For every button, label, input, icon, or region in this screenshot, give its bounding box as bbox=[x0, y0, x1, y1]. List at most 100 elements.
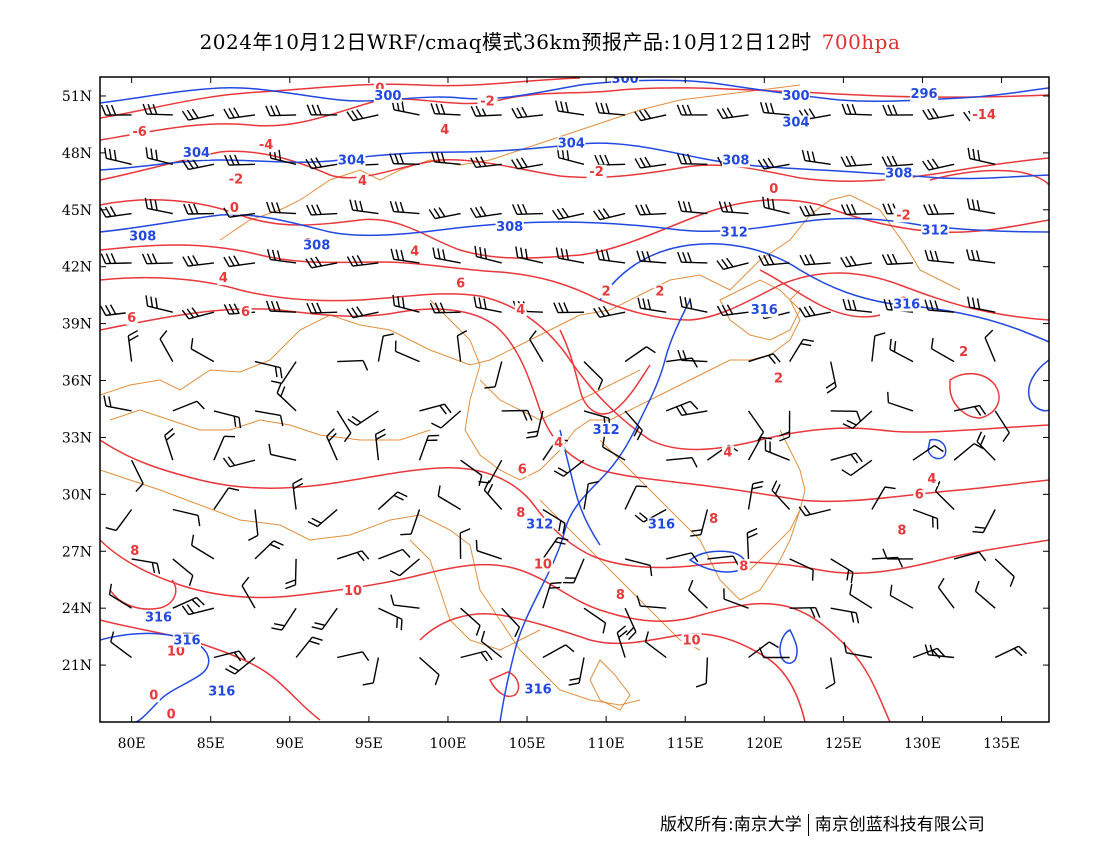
wind-barb bbox=[542, 644, 575, 659]
wind-barb bbox=[825, 657, 836, 690]
wind-barb bbox=[430, 151, 461, 165]
wind-barb bbox=[377, 333, 394, 362]
wind-barb bbox=[889, 338, 914, 363]
wind-barb bbox=[374, 428, 386, 461]
wind-barb bbox=[551, 207, 585, 220]
temperature-labels: 0-2-6-44-24-202446664220-14-202244646888… bbox=[125, 81, 999, 722]
wind-barb bbox=[953, 551, 987, 562]
height-label: 312 bbox=[721, 225, 748, 240]
wind-barb bbox=[378, 548, 411, 560]
height-label-bg bbox=[128, 229, 157, 244]
wind-barb bbox=[456, 329, 468, 362]
height-label: 316 bbox=[173, 633, 200, 648]
height-label-bg bbox=[611, 77, 640, 86]
temperature-label-bg bbox=[707, 511, 720, 526]
height-label: 300 bbox=[782, 89, 809, 104]
wind-barb bbox=[842, 410, 873, 430]
temperature-label-bg bbox=[256, 138, 277, 153]
wind-barb bbox=[265, 300, 297, 313]
wind-barb bbox=[271, 607, 297, 631]
wind-barb bbox=[311, 607, 338, 631]
wind-barb bbox=[172, 508, 201, 527]
wind-barb bbox=[470, 105, 502, 117]
wind-barb bbox=[437, 485, 461, 511]
height-labels: 300 300 300 296 304 304 304 304 308 308 308 308 308 3… bbox=[128, 77, 950, 700]
temperature-label-bg bbox=[532, 557, 553, 572]
wind-barb bbox=[840, 155, 872, 167]
temperature-label-bg bbox=[600, 284, 613, 299]
wind-barb bbox=[695, 657, 709, 688]
wind-barb bbox=[306, 104, 338, 116]
temperature-label: 10 bbox=[534, 557, 552, 572]
temperature-label: 8 bbox=[709, 512, 718, 527]
wind-barb bbox=[677, 251, 708, 264]
temperature-label: 8 bbox=[616, 588, 625, 603]
temperature-label: 0 bbox=[230, 201, 239, 216]
wind-barb bbox=[145, 295, 173, 313]
wind-barb bbox=[501, 409, 533, 421]
wind-barb bbox=[430, 103, 461, 116]
wind-barb bbox=[759, 102, 790, 116]
temperature-label: 0 bbox=[375, 81, 384, 96]
wind-barb bbox=[542, 581, 562, 609]
wind-barb bbox=[984, 329, 996, 362]
wind-barb bbox=[190, 338, 215, 363]
wind-barb bbox=[843, 642, 873, 659]
wind-barb bbox=[830, 607, 860, 624]
wind-barb bbox=[889, 584, 914, 609]
footer-divider bbox=[807, 814, 809, 836]
x-axis: 80E 85E 90E 95E 100E 105E 110E 115E 120E 125E 130E… bbox=[118, 77, 1020, 752]
temperature-label-bg bbox=[147, 688, 160, 703]
wind-barb bbox=[690, 509, 709, 537]
wind-barb bbox=[100, 253, 132, 265]
x-tick-label: 135E bbox=[983, 736, 1020, 752]
height-label-bg bbox=[182, 145, 211, 160]
temperature-label-bg bbox=[239, 305, 252, 320]
wind-barb bbox=[676, 104, 708, 116]
wind-barb bbox=[460, 459, 483, 486]
wind-barb bbox=[346, 109, 379, 122]
wind-barb bbox=[930, 337, 955, 363]
wind-barb bbox=[292, 477, 304, 510]
y-tick-label: 30N bbox=[62, 487, 92, 503]
wind-barb bbox=[583, 480, 599, 510]
wind-barb bbox=[105, 509, 133, 532]
wind-barb bbox=[953, 443, 984, 461]
wind-barb bbox=[553, 302, 585, 314]
wind-barb bbox=[432, 247, 461, 264]
wind-barb bbox=[266, 201, 297, 215]
wind-barb bbox=[144, 197, 173, 215]
height-label-bg bbox=[495, 219, 524, 234]
wind-barb bbox=[307, 508, 338, 528]
wind-barb bbox=[871, 332, 886, 362]
wind-barb bbox=[511, 157, 544, 170]
temperature-label-bg bbox=[514, 506, 527, 521]
height-label: 296 bbox=[910, 87, 937, 102]
temperature-label-bg bbox=[925, 472, 938, 487]
wind-barb bbox=[934, 481, 955, 510]
wind-barb bbox=[182, 255, 214, 267]
wind-barb bbox=[483, 480, 503, 510]
wind-barb bbox=[583, 607, 607, 634]
wind-barb bbox=[349, 199, 379, 215]
title-main: 2024年10月12日WRF/cmaq模式36km预报产品:10月12日12时 bbox=[199, 30, 812, 54]
wind-barb bbox=[882, 548, 913, 560]
wind-barb bbox=[172, 596, 205, 609]
wind-barb bbox=[842, 298, 872, 313]
wind-barb bbox=[511, 106, 543, 119]
wind-barb bbox=[295, 636, 323, 658]
wind-barb bbox=[337, 651, 370, 662]
wind-barb bbox=[181, 158, 215, 171]
wind-barb bbox=[127, 329, 139, 362]
wind-barb bbox=[346, 255, 379, 267]
wind-barb bbox=[474, 245, 502, 264]
height-label: 308 bbox=[722, 153, 749, 168]
wind-barb bbox=[418, 434, 440, 461]
temperature-label: 10 bbox=[344, 584, 362, 599]
temperature-label: 4 bbox=[927, 472, 936, 487]
wind-barb bbox=[164, 428, 176, 461]
temperature-label-bg bbox=[681, 633, 702, 648]
x-tick-label: 85E bbox=[197, 736, 225, 752]
wind-barb bbox=[922, 158, 955, 171]
wind-barb bbox=[183, 203, 214, 215]
